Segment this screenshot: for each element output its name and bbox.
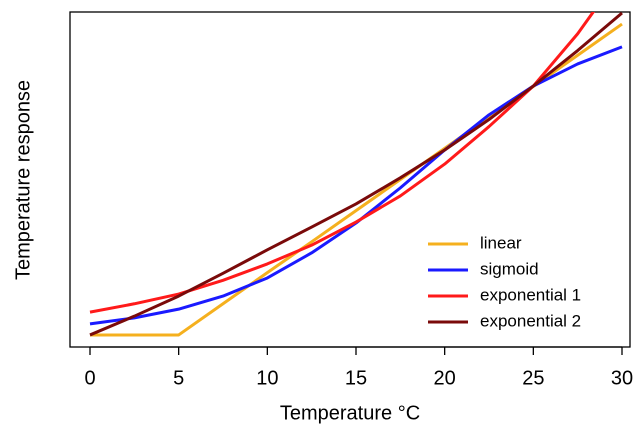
- series-line: [89, 12, 623, 337]
- series-line: [89, 45, 623, 326]
- x-tick-label: 30: [611, 367, 633, 389]
- legend-label: linear: [480, 233, 522, 252]
- x-tick-label: 15: [345, 367, 367, 389]
- legend-label: exponential 2: [480, 311, 581, 330]
- lines: [89, 12, 623, 337]
- legend-label: sigmoid: [480, 259, 539, 278]
- legend-label: exponential 1: [480, 285, 581, 304]
- x-tick-label: 25: [522, 367, 544, 389]
- x-tick-label: 5: [173, 367, 184, 389]
- x-tick-label: 10: [256, 367, 278, 389]
- y-axis-label: Temperature response: [12, 80, 34, 280]
- x-tick-label: 0: [84, 367, 95, 389]
- x-tick-label: 20: [434, 367, 456, 389]
- x-axis-label: Temperature °C: [280, 402, 420, 424]
- series-line: [89, 12, 596, 314]
